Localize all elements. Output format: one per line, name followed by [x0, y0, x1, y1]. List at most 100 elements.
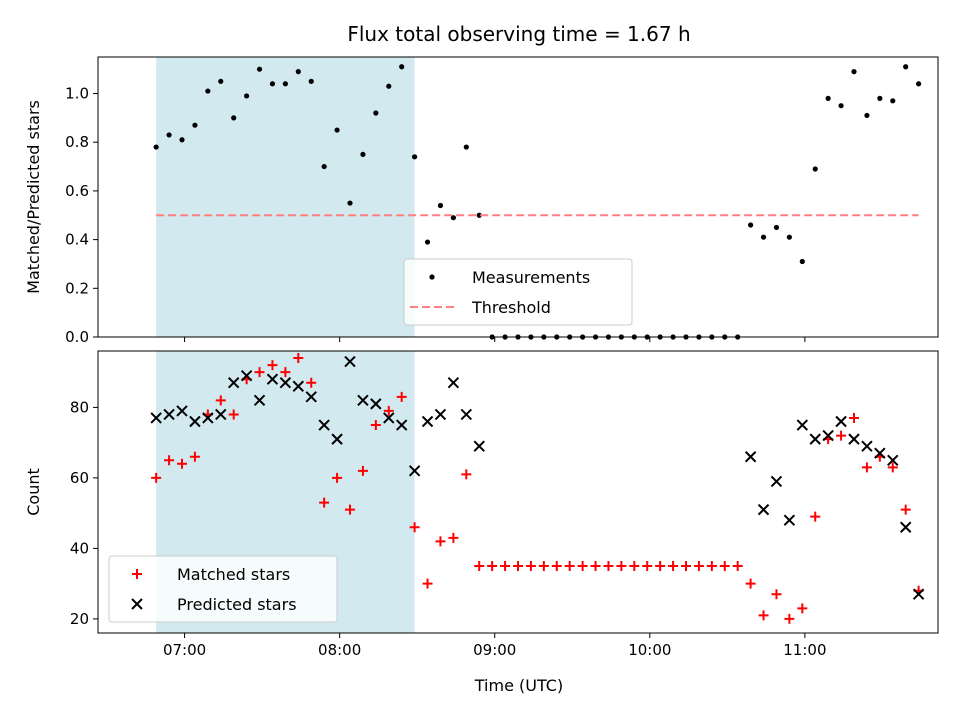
bottom-data-point	[681, 561, 691, 572]
bottom-y-tick-label: 20	[70, 610, 89, 628]
top-data-point	[373, 110, 379, 116]
bottom-data-point	[267, 360, 278, 371]
bottom-data-point	[849, 412, 859, 423]
bottom-data-point	[861, 440, 873, 452]
top-data-point	[903, 64, 909, 70]
bottom-data-point	[500, 561, 511, 572]
top-data-point	[412, 154, 418, 160]
top-data-point	[838, 103, 844, 109]
bottom-data-point	[744, 451, 757, 463]
top-data-point	[812, 166, 818, 172]
bottom-data-point	[189, 415, 201, 428]
bottom-data-point	[810, 511, 821, 522]
top-data-point	[269, 81, 276, 87]
bottom-data-point	[668, 561, 679, 572]
top-data-point	[386, 83, 392, 89]
bottom-data-point	[874, 447, 886, 459]
bottom-data-point	[189, 451, 200, 462]
bottom-data-point	[215, 408, 227, 421]
bottom-data-point	[150, 412, 162, 424]
top-data-point	[231, 115, 237, 121]
bottom-data-point	[487, 561, 498, 572]
bottom-data-point	[228, 409, 239, 420]
bottom-series-0	[151, 353, 924, 624]
bottom-data-point	[809, 433, 821, 445]
bottom-legend-box	[108, 555, 338, 623]
bottom-data-point	[215, 395, 226, 406]
bottom-data-point	[254, 367, 265, 378]
top-data-point	[851, 69, 857, 75]
top-data-point	[282, 81, 288, 87]
top-data-point	[890, 98, 896, 104]
bottom-data-point	[616, 561, 627, 572]
bottom-data-point	[176, 405, 188, 417]
chart-title: Flux total observing time = 1.67 h	[347, 22, 690, 46]
bottom-y-tick-label: 60	[70, 469, 89, 487]
bottom-data-point	[151, 472, 162, 483]
bottom-data-point	[409, 522, 420, 533]
bottom-data-point	[331, 433, 343, 445]
bottom-data-point	[370, 420, 381, 431]
bottom-data-point	[758, 610, 769, 621]
bottom-data-point	[771, 589, 782, 600]
bottom-data-point	[357, 394, 369, 407]
bottom-data-point	[732, 561, 743, 572]
bottom-data-point	[719, 561, 730, 572]
bottom-data-point	[163, 408, 175, 421]
bottom-data-point	[279, 377, 292, 389]
top-data-point	[463, 144, 469, 150]
bottom-data-point	[900, 504, 911, 515]
top-axes-frame	[97, 56, 939, 338]
top-data-point	[877, 95, 883, 101]
bottom-data-point	[227, 377, 240, 389]
bottom-legend-key	[132, 569, 142, 579]
bottom-data-point	[861, 462, 872, 473]
bottom-data-point	[396, 391, 407, 402]
top-legend: Measurements Threshold	[403, 258, 633, 326]
bottom-data-point	[447, 377, 460, 389]
bottom-data-point	[177, 458, 187, 469]
bottom-data-point	[461, 469, 472, 480]
bottom-data-point	[693, 561, 704, 572]
bottom-data-point	[240, 369, 253, 382]
bottom-data-point	[266, 373, 279, 385]
bottom-data-point	[474, 561, 485, 572]
bottom-data-point	[318, 419, 330, 431]
bottom-axes-frame	[97, 350, 939, 634]
top-data-point	[864, 112, 870, 119]
top-y-tick-label: 0.0	[65, 328, 89, 346]
top-data-point	[321, 163, 327, 170]
top-data-point	[166, 132, 172, 138]
bottom-data-point	[408, 465, 421, 477]
top-data-point	[347, 200, 353, 206]
bottom-data-point	[344, 355, 356, 368]
bottom-data-point	[319, 497, 330, 508]
bottom-data-point	[642, 561, 653, 572]
top-data-point	[424, 239, 431, 245]
top-data-point	[205, 88, 211, 94]
top-data-point	[153, 144, 159, 150]
top-data-point	[450, 215, 456, 221]
bottom-data-point	[202, 412, 214, 424]
bottom-data-point	[835, 415, 847, 428]
bottom-data-point	[706, 561, 717, 572]
bottom-data-point	[887, 462, 898, 473]
bottom-data-point	[306, 377, 317, 388]
bottom-data-point	[912, 588, 925, 600]
bottom-data-point	[784, 613, 795, 624]
bottom-panel: 20 40 60 80 07:00 08:00 09:00 10:00 11:00 Count Ma…	[24, 350, 939, 659]
top-data-point	[334, 127, 340, 133]
top-data-point	[476, 212, 482, 218]
bottom-data-point	[473, 440, 485, 452]
x-tick-label: 08:00	[318, 641, 361, 659]
bottom-data-point	[590, 561, 601, 572]
top-shaded-region	[156, 57, 415, 337]
bottom-data-point	[770, 475, 783, 488]
top-data-point	[437, 202, 444, 209]
top-data-point	[760, 234, 767, 240]
top-data-point	[786, 234, 792, 240]
top-y-tick-label: 0.4	[65, 231, 89, 249]
bottom-data-point	[783, 514, 796, 526]
top-y-tick-label: 0.8	[65, 133, 89, 151]
